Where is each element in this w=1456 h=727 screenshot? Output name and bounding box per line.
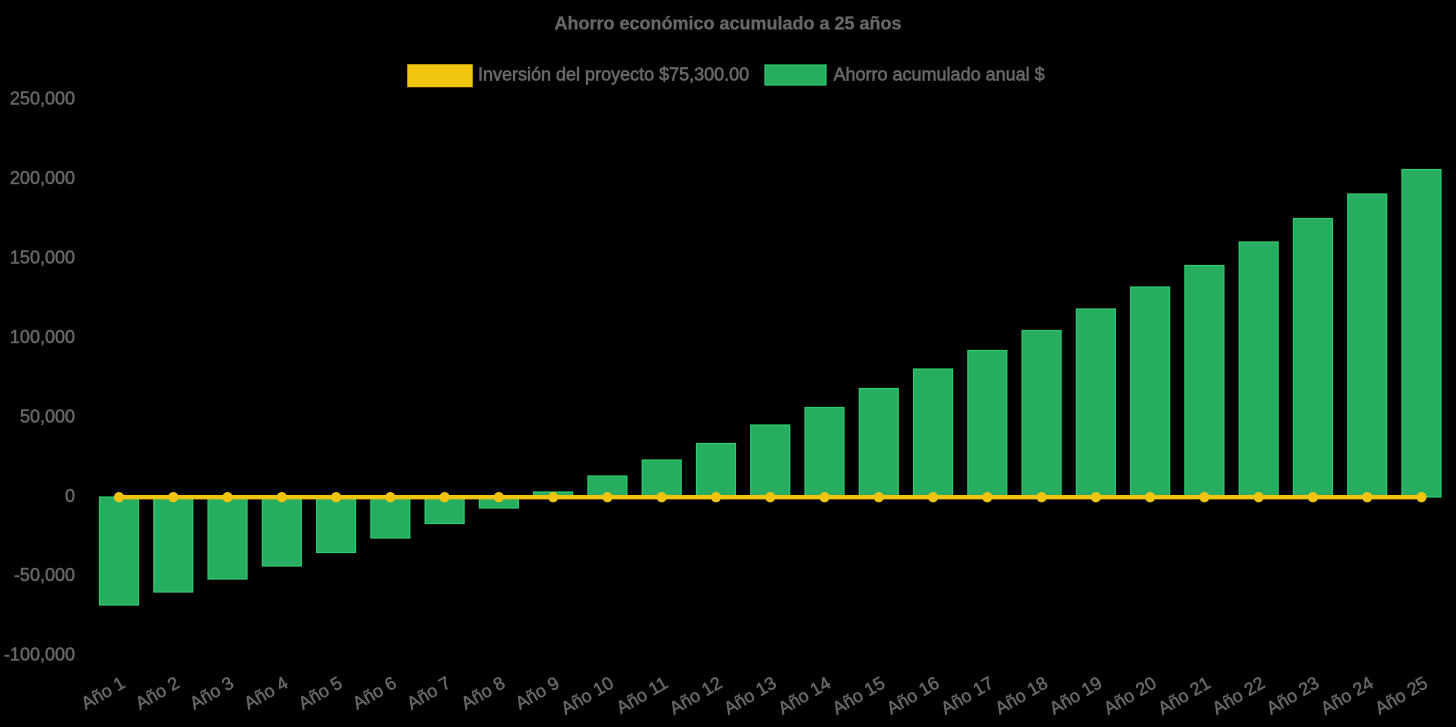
- svg-text:Ahorro acumulado anual $: Ahorro acumulado anual $: [834, 65, 1045, 85]
- svg-text:Ahorro económico acumulado a 2: Ahorro económico acumulado a 25 años: [554, 14, 901, 34]
- svg-text:200,000: 200,000: [10, 168, 75, 188]
- svg-text:Inversión del proyecto $75,300: Inversión del proyecto $75,300.00: [478, 65, 749, 85]
- svg-text:0: 0: [65, 486, 75, 506]
- svg-text:-50,000: -50,000: [14, 565, 75, 585]
- svg-text:150,000: 150,000: [10, 247, 75, 267]
- svg-text:-100,000: -100,000: [4, 645, 75, 665]
- svg-text:100,000: 100,000: [10, 327, 75, 347]
- svg-text:50,000: 50,000: [20, 406, 75, 426]
- svg-text:250,000: 250,000: [10, 89, 75, 109]
